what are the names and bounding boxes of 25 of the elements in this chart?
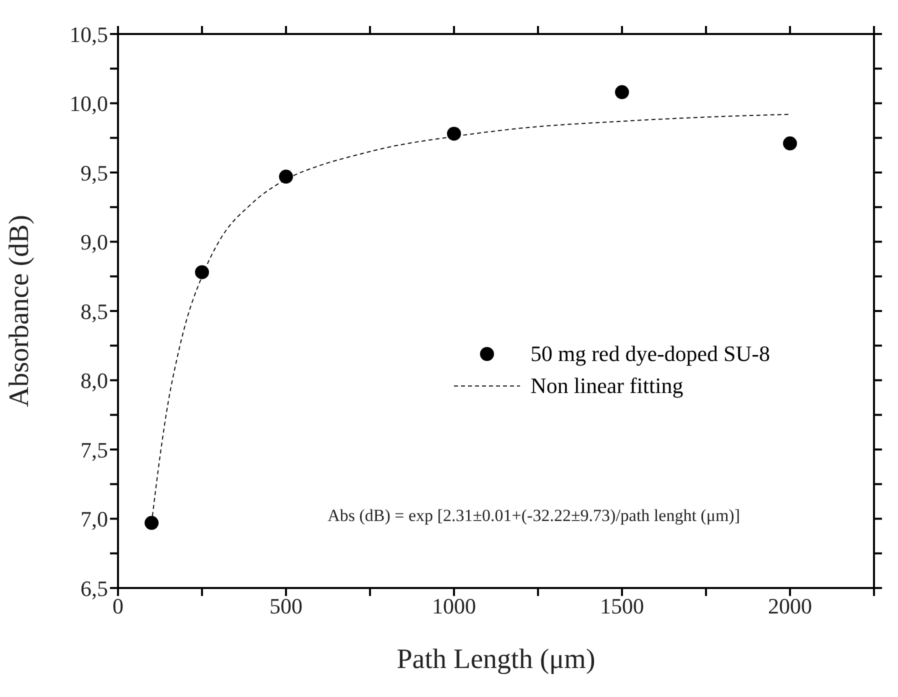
legend-label: 50 mg red dye-doped SU-8	[530, 341, 770, 367]
y-tick-label: 10,0	[70, 91, 108, 116]
y-tick-label: 9,0	[80, 230, 108, 255]
y-tick-label: 6,5	[80, 576, 108, 601]
x-axis-title: Path Length (μm)	[396, 644, 596, 675]
point	[195, 265, 209, 280]
point	[144, 516, 159, 530]
y-tick-label: 8,5	[80, 298, 108, 324]
legend-label: Non linear fitting	[530, 373, 684, 399]
point	[615, 85, 629, 100]
annotation: Abs (dB) = exp [2.31±0.01+(-32.22±9.73)/path lenght (μm)]	[328, 506, 740, 526]
x-tick-label: 1500	[600, 594, 644, 619]
x-tick-label: 1000	[432, 594, 476, 619]
y-tick-label: 10,5	[70, 22, 108, 47]
point	[783, 136, 797, 150]
y-tick-label: 8,0	[80, 368, 108, 394]
x-tick-label: 0	[112, 594, 124, 619]
y-tick-label: 7,0	[80, 506, 108, 532]
point	[447, 126, 461, 141]
y-tick-label: 7,5	[80, 437, 108, 462]
x-tick-label: 500	[270, 594, 302, 619]
x-tick-label: 2000	[768, 594, 812, 619]
y-tick-label: 9,5	[80, 160, 108, 186]
point	[279, 170, 293, 184]
y-axis-title: Absorbance (dB)	[4, 214, 35, 408]
